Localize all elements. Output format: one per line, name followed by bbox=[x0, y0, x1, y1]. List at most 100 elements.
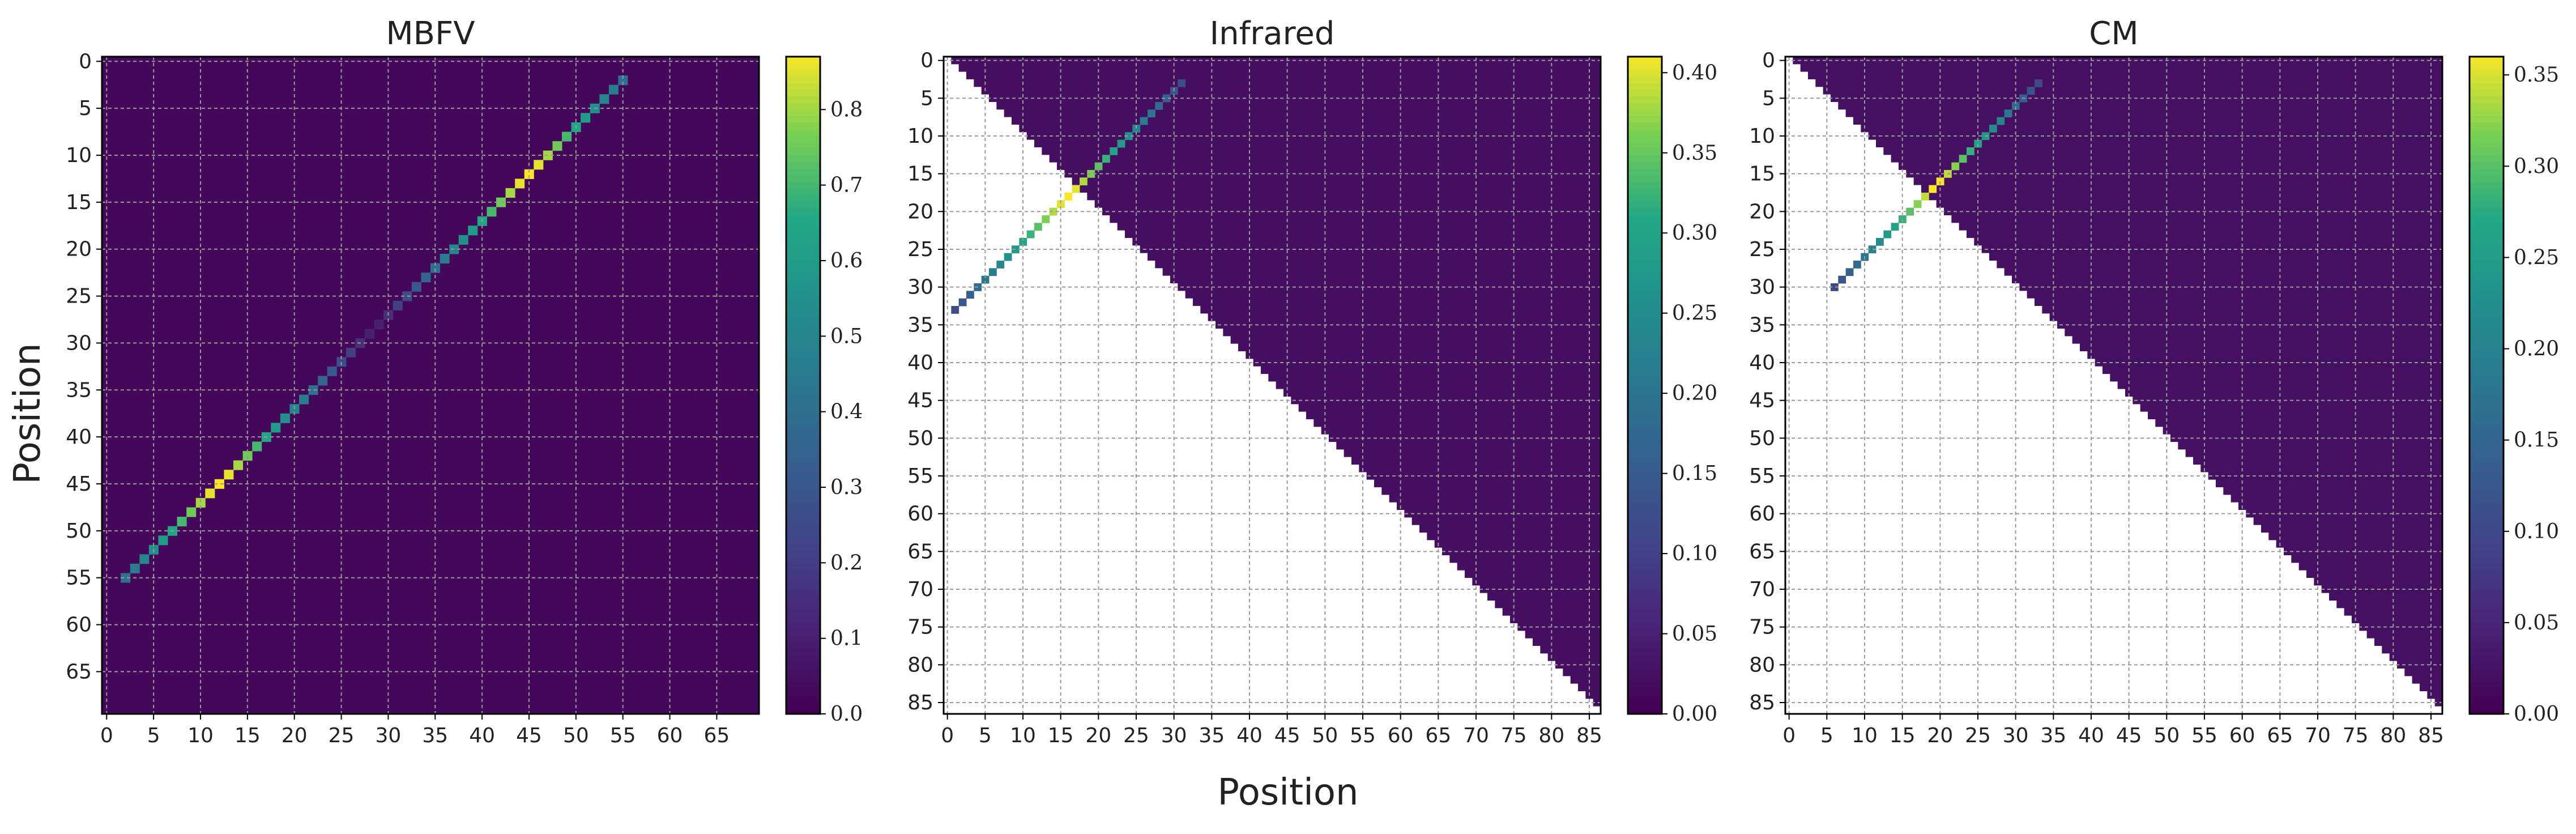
colorbar-segment bbox=[786, 536, 820, 543]
colorbar-tick-label: 0.1 bbox=[830, 627, 863, 650]
colorbar-segment bbox=[2470, 168, 2504, 176]
colorbar-segment bbox=[2470, 70, 2504, 77]
colorbar-segment bbox=[786, 523, 820, 530]
heatmap-panel-3: CM 0 5 10 15 20 25 30 35 40 45 50 55 60 65 70 75 80 85 0 5 10… bbox=[1749, 15, 2559, 747]
y-tick-label: 30 bbox=[1749, 276, 1775, 299]
x-tick-label: 15 bbox=[1048, 724, 1074, 747]
heatmap-cell bbox=[299, 394, 309, 405]
colorbar-segment bbox=[1628, 385, 1662, 393]
colorbar-segment bbox=[1628, 536, 1662, 543]
colorbar-segment bbox=[1628, 464, 1662, 471]
heatmap-cell bbox=[1049, 207, 1057, 216]
colorbar-segment bbox=[786, 161, 820, 169]
x-tick-label: 65 bbox=[1425, 724, 1451, 747]
colorbar-segment bbox=[786, 477, 820, 484]
heatmap-cell bbox=[421, 273, 431, 283]
x-tick-label: 45 bbox=[1274, 724, 1300, 747]
colorbar-segment bbox=[786, 148, 820, 156]
colorbar-segment bbox=[1628, 576, 1662, 583]
heatmap-cell bbox=[2012, 102, 2020, 110]
colorbar-tick-label: 0.10 bbox=[1672, 542, 1717, 565]
y-tick-label: 55 bbox=[907, 465, 933, 488]
colorbar-segment bbox=[2470, 550, 2504, 557]
y-tick-label: 20 bbox=[907, 200, 933, 223]
colorbar-segment bbox=[1628, 641, 1662, 649]
colorbar-segment bbox=[1628, 490, 1662, 497]
x-tick-label: 40 bbox=[1236, 724, 1263, 747]
x-tick-label: 5 bbox=[979, 724, 992, 747]
colorbar-segment bbox=[2470, 609, 2504, 616]
x-tick-label: 40 bbox=[2078, 724, 2104, 747]
y-tick-label: 30 bbox=[907, 276, 933, 299]
colorbar-segment bbox=[786, 273, 820, 280]
plot-frame bbox=[101, 56, 760, 715]
colorbar-segment bbox=[786, 707, 820, 714]
colorbar-segment bbox=[786, 359, 820, 366]
colorbar-segment bbox=[1628, 188, 1662, 195]
colorbar-segment bbox=[786, 451, 820, 458]
heatmap-cell bbox=[2004, 109, 2012, 118]
x-tick-label: 35 bbox=[1199, 724, 1225, 747]
y-tick-label: 50 bbox=[907, 427, 933, 450]
heatmap-cell bbox=[1989, 125, 1997, 133]
x-tick-label: 55 bbox=[610, 724, 636, 747]
colorbar-segment bbox=[1628, 175, 1662, 182]
colorbar-segment bbox=[786, 129, 820, 136]
y-tick-label: 60 bbox=[907, 503, 933, 526]
colorbar-segment bbox=[786, 181, 820, 189]
heatmap-cell bbox=[1140, 117, 1148, 125]
colorbar-segment bbox=[2470, 517, 2504, 524]
colorbar-segment bbox=[1628, 497, 1662, 504]
colorbar-segment bbox=[786, 648, 820, 656]
colorbar-segment bbox=[786, 411, 820, 419]
colorbar-segment bbox=[1628, 477, 1662, 484]
colorbar-tick-label: 0.3 bbox=[830, 476, 863, 499]
x-tick-label: 0 bbox=[941, 724, 954, 747]
colorbar-segment bbox=[1628, 70, 1662, 77]
colorbar-segment bbox=[2470, 103, 2504, 110]
colorbar-segment bbox=[786, 464, 820, 471]
heatmap-cell bbox=[562, 131, 572, 142]
colorbar-segment bbox=[1628, 550, 1662, 557]
colorbar-segment bbox=[2470, 339, 2504, 346]
colorbar-segment bbox=[1628, 352, 1662, 360]
background-matrix bbox=[102, 57, 759, 714]
heatmap-cells bbox=[121, 75, 628, 583]
colorbar-segment bbox=[1628, 339, 1662, 346]
y-tick-label: 5 bbox=[920, 87, 933, 110]
colorbar-segment bbox=[2470, 398, 2504, 406]
heatmap-cell bbox=[346, 347, 356, 358]
colorbar-segment bbox=[786, 122, 820, 130]
x-tick-label: 80 bbox=[1538, 724, 1564, 747]
heatmap-cell bbox=[552, 141, 562, 151]
colorbar-segment bbox=[2470, 352, 2504, 360]
colorbar-segment bbox=[2470, 175, 2504, 182]
colorbar-segment bbox=[1628, 240, 1662, 248]
colorbar-segment bbox=[2470, 503, 2504, 510]
colorbar-segment bbox=[1628, 667, 1662, 675]
x-tick-label: 35 bbox=[422, 724, 448, 747]
y-tick-label: 15 bbox=[907, 163, 933, 186]
colorbar-segment bbox=[2470, 484, 2504, 491]
colorbar-segment bbox=[1628, 654, 1662, 662]
x-tick-label: 85 bbox=[2418, 724, 2444, 747]
colorbar-segment bbox=[1628, 135, 1662, 143]
colorbar-segment bbox=[786, 83, 820, 90]
colorbar-tick-label: 0.20 bbox=[1672, 382, 1717, 405]
y-tick-label: 0 bbox=[920, 49, 933, 73]
colorbar-segment bbox=[1628, 267, 1662, 274]
heatmap-cell bbox=[195, 497, 206, 508]
x-tick-label: 0 bbox=[1782, 724, 1795, 747]
colorbar-segment bbox=[1628, 161, 1662, 169]
heatmap-cell bbox=[121, 573, 131, 583]
colorbar-segment bbox=[2470, 96, 2504, 103]
colorbar-segment bbox=[2470, 155, 2504, 163]
colorbar-segment bbox=[1628, 148, 1662, 156]
colorbar-segment bbox=[786, 240, 820, 248]
colorbar-segment bbox=[786, 260, 820, 267]
colorbar-segment bbox=[786, 431, 820, 439]
heatmap-cell bbox=[1026, 230, 1035, 239]
y-tick-label: 25 bbox=[66, 285, 92, 308]
heatmap-cell bbox=[2035, 79, 2042, 87]
colorbar-segment bbox=[786, 582, 820, 590]
